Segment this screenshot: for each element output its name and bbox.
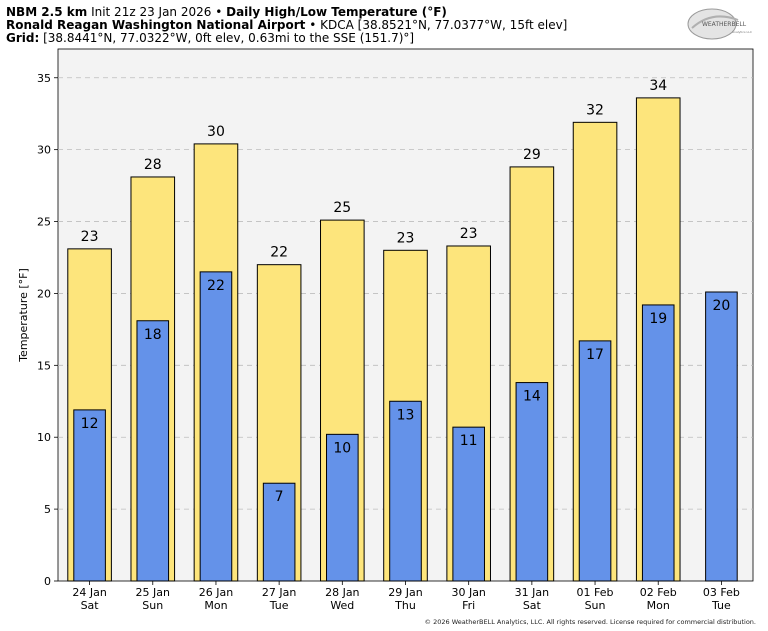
x-tick-label-weekday: Sat bbox=[81, 599, 100, 612]
low-bar bbox=[705, 291, 738, 582]
x-tick-label-weekday: Sun bbox=[585, 599, 606, 612]
chart-title: Daily High/Low Temperature (°F) bbox=[226, 5, 447, 19]
chart-title-line: NBM 2.5 km Init 21z 23 Jan 2026 • Daily … bbox=[6, 5, 447, 19]
high-value-label: 28 bbox=[144, 157, 162, 173]
x-tick-label-date: 30 Jan bbox=[451, 586, 485, 599]
x-tick-label-weekday: Sun bbox=[142, 599, 163, 612]
x-tick-label-date: 26 Jan bbox=[199, 586, 233, 599]
x-tick-label-date: 27 Jan bbox=[262, 586, 296, 599]
low-bar bbox=[262, 482, 296, 582]
x-tick-label-weekday: Mon bbox=[647, 599, 670, 612]
y-tick-label: 20 bbox=[37, 287, 51, 300]
logo-text: WEATHERBELL bbox=[702, 21, 747, 28]
grid-coords: [38.8441°N, 77.0322°W, 0ft elev, 0.63mi … bbox=[43, 31, 415, 45]
separator: • bbox=[309, 18, 317, 32]
low-bar bbox=[515, 382, 549, 582]
low-bar bbox=[578, 340, 612, 582]
low-value-label: 17 bbox=[586, 347, 604, 363]
x-tick-label-date: 02 Feb bbox=[640, 586, 677, 599]
x-tick-label-date: 01 Feb bbox=[577, 586, 614, 599]
low-value-label: 11 bbox=[460, 433, 478, 449]
x-tick-label-weekday: Wed bbox=[330, 599, 354, 612]
low-value-label: 10 bbox=[333, 440, 351, 456]
low-bar bbox=[136, 320, 170, 582]
low-value-label: 18 bbox=[144, 327, 162, 343]
low-value-label: 7 bbox=[275, 489, 284, 505]
y-tick-label: 10 bbox=[37, 431, 51, 444]
x-tick-label-date: 03 Feb bbox=[703, 586, 740, 599]
model-name: NBM 2.5 km bbox=[6, 5, 88, 19]
x-tick-label-weekday: Tue bbox=[269, 599, 289, 612]
station-line: Ronald Reagan Washington National Airpor… bbox=[6, 18, 567, 32]
y-tick-label: 35 bbox=[37, 72, 51, 85]
station-name: Ronald Reagan Washington National Airpor… bbox=[6, 18, 306, 32]
y-axis-label: Temperature [°F] bbox=[17, 268, 30, 363]
low-value-label: 20 bbox=[712, 298, 730, 314]
grid-label: Grid: bbox=[6, 31, 40, 45]
y-tick-label: 5 bbox=[44, 503, 51, 516]
low-bar bbox=[326, 433, 359, 582]
y-axis: 0 5 10 15 20 25 30 35 bbox=[37, 72, 58, 588]
low-value-label: 13 bbox=[397, 407, 415, 423]
high-value-label: 32 bbox=[586, 102, 604, 118]
separator: • bbox=[215, 5, 223, 19]
high-value-label: 23 bbox=[397, 230, 415, 246]
low-bars: 12 18 22 7 10 13 11 14 17 19 20 bbox=[73, 271, 738, 582]
high-value-label: 23 bbox=[81, 229, 99, 245]
grid-line: Grid: [38.8441°N, 77.0322°W, 0ft elev, 0… bbox=[6, 31, 414, 45]
y-tick-label: 30 bbox=[37, 144, 51, 157]
y-tick-label: 15 bbox=[37, 359, 51, 372]
station-coords: KDCA [38.8521°N, 77.0377°W, 15ft elev] bbox=[320, 18, 568, 32]
low-bar bbox=[452, 426, 485, 582]
x-tick-label-weekday: Tue bbox=[711, 599, 731, 612]
high-value-label: 34 bbox=[649, 78, 667, 94]
x-tick-label-weekday: Thu bbox=[394, 599, 416, 612]
copyright-notice: © 2026 WeatherBELL Analytics, LLC. All r… bbox=[424, 618, 756, 626]
y-tick-label: 0 bbox=[44, 575, 51, 588]
x-tick-label-date: 25 Jan bbox=[136, 586, 170, 599]
y-tick-label: 25 bbox=[37, 216, 51, 229]
logo-subtext: Analytics LLC bbox=[732, 30, 752, 34]
low-value-label: 19 bbox=[649, 311, 667, 327]
high-value-label: 23 bbox=[460, 226, 478, 242]
logo-swoosh bbox=[691, 15, 739, 29]
high-value-label: 25 bbox=[333, 200, 351, 216]
low-bar bbox=[199, 271, 233, 582]
x-tick-label-date: 28 Jan bbox=[325, 586, 359, 599]
x-tick-label-date: 31 Jan bbox=[515, 586, 549, 599]
x-tick-label-date: 29 Jan bbox=[388, 586, 422, 599]
x-tick-label-weekday: Fri bbox=[462, 599, 475, 612]
x-tick-label-date: 24 Jan bbox=[72, 586, 106, 599]
low-bar bbox=[641, 304, 675, 582]
low-value-label: 14 bbox=[523, 389, 541, 405]
high-value-label: 29 bbox=[523, 147, 541, 163]
init-time: Init 21z 23 Jan 2026 bbox=[91, 5, 212, 19]
low-value-label: 12 bbox=[81, 416, 99, 432]
high-value-label: 30 bbox=[207, 124, 225, 140]
high-value-label: 22 bbox=[270, 245, 288, 261]
low-value-label: 22 bbox=[207, 278, 225, 294]
low-bar bbox=[73, 409, 106, 582]
low-bar bbox=[389, 400, 422, 582]
x-tick-label-weekday: Mon bbox=[204, 599, 227, 612]
weatherbell-logo: WEATHERBELL Analytics LLC bbox=[687, 8, 752, 40]
x-tick-label-weekday: Sat bbox=[523, 599, 542, 612]
